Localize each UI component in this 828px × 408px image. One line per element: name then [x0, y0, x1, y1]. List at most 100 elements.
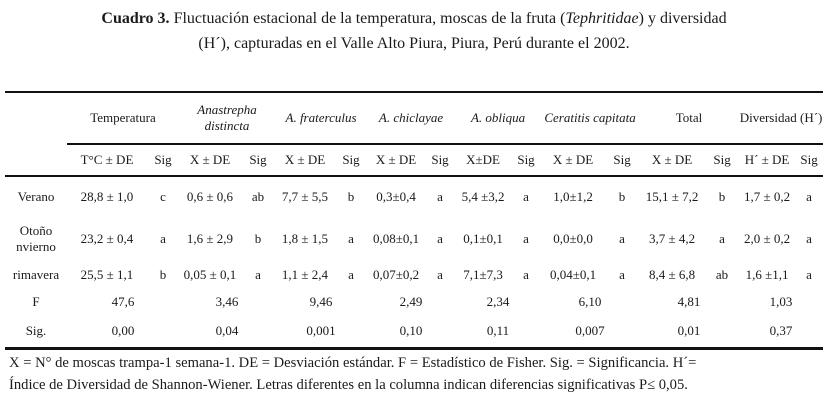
- table-footnote: X = N° de moscas trampa-1 semana-1. DE =…: [9, 353, 819, 397]
- group-header-temperatura: Temperatura: [67, 91, 179, 145]
- row-primavera: rimavera 25,5 ± 1,1 b 0,05 ± 0,1 a 1,1 ±…: [5, 261, 823, 289]
- subheader-cell: Sig: [605, 144, 640, 177]
- group-header-row: Temperatura Anastrepha distincta A. frat…: [5, 91, 824, 145]
- data-cell: 15,1 ± 7,2: [645, 189, 699, 204]
- subheader-cell: X ± DE: [179, 144, 241, 177]
- sig-cell: a: [719, 230, 725, 246]
- sig-cell: b: [159, 267, 167, 282]
- sig-cell: b: [618, 189, 626, 204]
- data-cell: 0,07±0,2: [372, 267, 420, 282]
- sig-value-cell: 0,37: [739, 315, 824, 350]
- row-otono-invierno: Otoño nvierno 23,2 ± 0,4 a 1,6 ± 2,9 b 1,…: [5, 217, 823, 261]
- group-header-anastrepha-distincta: Anastrepha distincta: [179, 91, 275, 145]
- subheader-cell: Sig: [705, 144, 740, 177]
- row-verano: Verano 28,8 ± 1,0 c 0,6 ± 0,6 a b 7,7 ± 5…: [5, 176, 823, 217]
- group-header-a-fraterculus: A. fraterculus: [275, 91, 368, 145]
- subheader-cell: X±DE: [455, 144, 512, 177]
- data-cell: 1,6 ± 2,9: [186, 230, 234, 246]
- sig-cell: a: [619, 267, 625, 282]
- f-value-cell: 6,10: [578, 294, 602, 309]
- data-cell: 2,0 ± 0,2: [743, 230, 791, 246]
- sig-cell: b: [718, 189, 726, 204]
- sig-value-cell: 0,001: [275, 315, 368, 350]
- caption-number: Cuadro 3.: [101, 10, 170, 27]
- sig-cell: a: [437, 230, 443, 246]
- sig-cell: a: [348, 267, 354, 282]
- subheader-cell: Sig: [795, 144, 824, 177]
- group-header-total: Total: [639, 91, 740, 145]
- data-cell: 0,3±0,4: [376, 189, 416, 204]
- row-f-statistic: F 47,6 3,46 9,46 2,49 2,34 6,10 4,81 1,0…: [5, 289, 823, 315]
- subheader-row: T°C ± DE Sig X ± DE Sig X ± DE Sig X ± D…: [5, 144, 824, 177]
- sig-cell: a: [437, 189, 443, 204]
- data-cell: 25,5 ± 1,1: [80, 267, 134, 282]
- subheader-cell: X ± DE: [367, 144, 426, 177]
- stub-header-cell: [5, 91, 67, 144]
- data-cell: 0,04±0,1: [549, 267, 597, 282]
- subheader-cell: X ± DE: [541, 144, 606, 177]
- subheader-cell: X ± DE: [639, 144, 706, 177]
- data-cell: 1,8 ± 1,5: [281, 230, 329, 246]
- sig-cell: a: [806, 267, 812, 282]
- caption-text-2: ) y diversidad: [638, 10, 727, 27]
- data-cell: 0,1±0,1: [463, 230, 503, 246]
- data-cell: 7,1±7,3: [463, 267, 503, 282]
- footnote-line-1: X = N° de moscas trampa-1 semana-1. DE =…: [9, 355, 697, 371]
- subheader-cell: T°C ± DE: [67, 144, 147, 177]
- data-cell: 5,4 ±3,2: [461, 189, 505, 204]
- subheader-cell: Sig: [147, 144, 179, 177]
- sig-cell: a: [348, 230, 354, 246]
- sig-cell: a: [523, 189, 529, 204]
- data-cell: 7,7 ± 5,5: [281, 189, 329, 204]
- sig-cell: a: [437, 267, 443, 282]
- f-value-cell: 3,46: [215, 294, 239, 309]
- row-label-line1: Otoño: [19, 222, 53, 238]
- data-cell: 0,6 ± 0,6: [186, 189, 234, 204]
- sig-cell: b: [254, 230, 262, 246]
- subheader-cell: Sig: [425, 144, 456, 177]
- data-cell: 0,08±0,1: [372, 230, 420, 246]
- row-label-primavera: rimavera: [12, 267, 60, 282]
- subheader-cell: X ± DE: [275, 144, 335, 177]
- sig-value-cell: 0,00: [67, 315, 179, 350]
- subheader-cell: Sig: [335, 144, 368, 177]
- sig-value-cell: 0,01: [639, 315, 740, 350]
- row-label-verano: Verano: [17, 189, 55, 204]
- footnote-line-2: Índice de Diversidad de Shannon-Wiener. …: [9, 376, 688, 393]
- group-header-a-obliqua: A. obliqua: [455, 91, 542, 145]
- data-cell: 0,0±0,0: [553, 230, 593, 246]
- subheader-cell: Sig: [511, 144, 542, 177]
- row-label-f: F: [32, 294, 40, 309]
- sig-cell: a: [619, 230, 625, 246]
- data-cell: 0,05 ± 0,1: [183, 267, 237, 282]
- group-header-a-chiclayae: A. chiclayae: [367, 91, 456, 145]
- sig-value-cell: 0,11: [455, 315, 542, 350]
- sig-cell: a: [255, 267, 261, 282]
- data-cell: 1,0±1,2: [553, 189, 593, 204]
- sig-value-cell: 0,04: [179, 315, 275, 350]
- sig-cell: c: [160, 189, 166, 204]
- sig-value-cell: 0,10: [367, 315, 456, 350]
- sig-cell: a: [806, 230, 812, 246]
- group-header-diversidad: Diversidad (H´): [739, 91, 824, 145]
- sig-cell: a: [523, 267, 529, 282]
- data-cell: 1,1 ± 2,4: [281, 267, 329, 282]
- data-cell: 23,2 ± 0,4: [80, 230, 134, 246]
- data-cell: 28,8 ± 1,0: [80, 189, 134, 204]
- row-label-line2: nvierno: [16, 239, 56, 254]
- sig-cell: a: [806, 189, 812, 204]
- caption-text-3: (H´), capturadas en el Valle Alto Piura,…: [198, 34, 630, 52]
- f-value-cell: 1,03: [769, 294, 793, 309]
- subheader-cell: Sig: [241, 144, 275, 177]
- caption-species: Tephritidae: [565, 10, 639, 27]
- f-value-cell: 47,6: [111, 294, 135, 309]
- f-value-cell: 2,49: [399, 294, 423, 309]
- data-cell: 3,7 ± 4,2: [648, 230, 696, 246]
- row-significance: Sig. 0,00 0,04 0,001 0,10 0,11 0,007 0,0…: [5, 315, 824, 350]
- sig-cell: ab: [715, 267, 729, 282]
- row-label-otono-invierno: Otoño nvierno: [5, 217, 67, 261]
- f-value-cell: 2,34: [486, 294, 510, 309]
- data-cell: 1,6 ±1,1: [745, 267, 789, 282]
- data-cell: 1,7 ± 0,2: [743, 189, 791, 204]
